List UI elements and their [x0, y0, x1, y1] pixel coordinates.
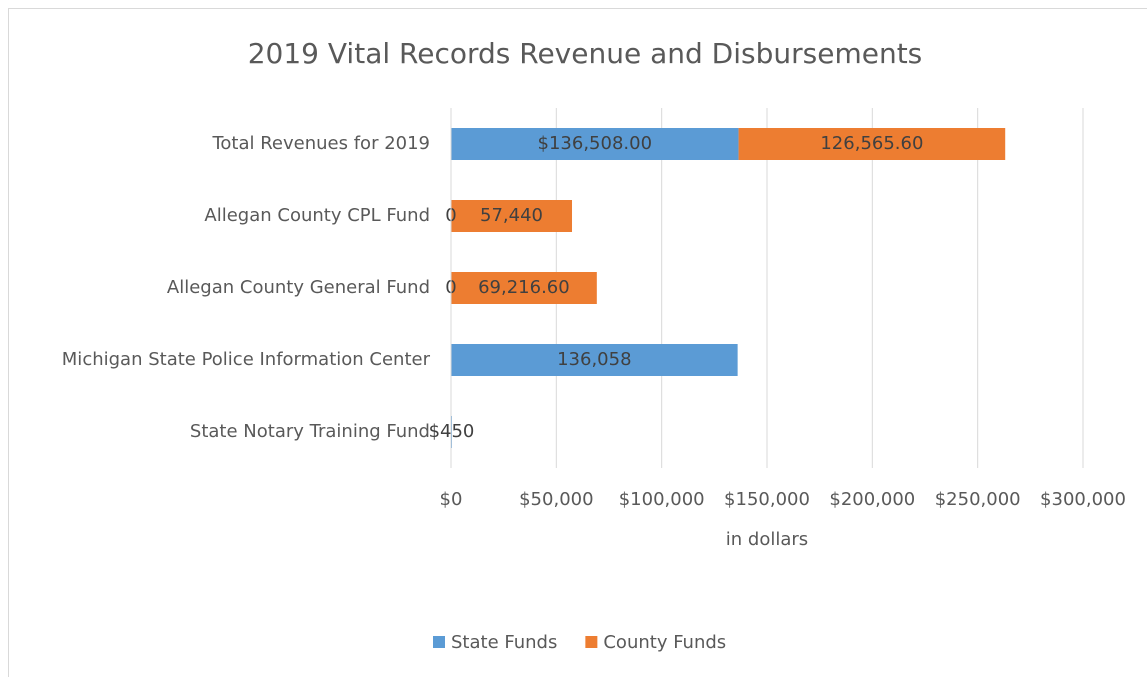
x-tick-label: $300,000 — [1040, 489, 1126, 510]
x-tick-label: $0 — [440, 489, 463, 510]
bar — [451, 344, 738, 376]
y-tick-label: Allegan County CPL Fund — [204, 205, 430, 226]
legend-swatch — [585, 636, 598, 648]
x-tick-label: $50,000 — [519, 489, 593, 510]
legend-swatch — [433, 636, 445, 648]
legend-label: State Funds — [451, 632, 557, 653]
data-label: 57,440 — [480, 205, 543, 226]
x-tick-label: $150,000 — [724, 489, 810, 510]
y-tick-label: Total Revenues for 2019 — [211, 133, 430, 154]
bar — [738, 128, 1006, 160]
data-label: 136,058 — [557, 349, 631, 370]
y-tick-label: Allegan County General Fund — [167, 277, 430, 298]
data-label: 69,216.60 — [478, 277, 570, 298]
y-tick-label: State Notary Training Fund — [190, 421, 430, 442]
legend-label: County Funds — [603, 632, 726, 653]
chart-title: 2019 Vital Records Revenue and Disbursem… — [248, 37, 923, 70]
x-axis-label: in dollars — [726, 529, 808, 550]
x-tick-label: $200,000 — [829, 489, 915, 510]
x-tick-label: $250,000 — [935, 489, 1021, 510]
chart-frame — [8, 8, 1147, 677]
bar — [451, 128, 739, 160]
bar — [451, 272, 597, 304]
data-label: $136,508.00 — [538, 133, 653, 154]
bar — [451, 200, 573, 232]
x-tick-label: $100,000 — [619, 489, 705, 510]
data-label: 126,565.60 — [820, 133, 923, 154]
y-tick-label: Michigan State Police Information Center — [62, 349, 431, 370]
